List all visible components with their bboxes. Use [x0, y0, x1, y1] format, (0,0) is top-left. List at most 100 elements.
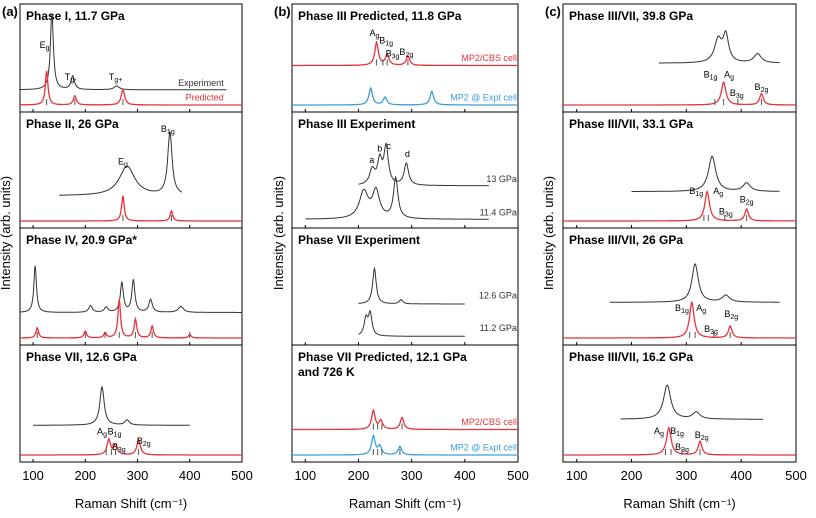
mode-label-sub: 3g: [681, 447, 689, 454]
x-tick-label: 300: [676, 468, 698, 483]
series-label: MP2/CBS cell: [461, 53, 517, 63]
chart-column-b: (b) Intensity (arb. units) Phase III Predi…: [271, 3, 529, 511]
mode-label-sub: g: [660, 431, 664, 438]
panel-title: Phase VII, 12.6 GPa: [26, 350, 137, 364]
x-axis-label: Raman Shift (cm⁻¹): [75, 496, 187, 511]
x-tick-label: 500: [231, 468, 253, 483]
chart-column-c: (c) Intensity (arb. units) Phase III/VII, …: [541, 3, 807, 511]
series-mp2-cbs-cell: [292, 40, 518, 67]
mode-label: B2g: [695, 430, 709, 442]
mode-label: B1g: [670, 426, 684, 438]
panel-title: Phase III Experiment: [298, 117, 415, 131]
panel-title: Phase I, 11.7 GPa: [26, 9, 125, 23]
series-predicted: [20, 70, 242, 106]
mode-label: Tg-: [65, 72, 77, 84]
panel-frame: [19, 344, 243, 463]
series-experiment: [620, 384, 764, 420]
panel-b-3: Phase VII Experiment 12.6 GPa 11.2 GPa: [291, 227, 519, 346]
series-experiment: [19, 265, 242, 313]
mode-label: a: [369, 155, 374, 165]
series-11-2-gpa: [358, 309, 465, 337]
series-mp2-expt-cell: [292, 433, 518, 456]
mode-label-sub: g: [702, 308, 706, 315]
mode-label-sub: g+: [114, 77, 122, 84]
panel-a-3: Phase IV, 20.9 GPa*: [19, 227, 243, 346]
mode-label-sub: 2g: [701, 435, 709, 442]
x-tick-label: 400: [179, 468, 201, 483]
panel-frame: [562, 344, 797, 463]
series-predicted: [563, 426, 796, 456]
mode-label: B1g: [675, 303, 689, 315]
mode-label-sub: 3g: [118, 447, 126, 454]
x-tick-label: 400: [730, 468, 752, 483]
panel-title: Phase III/VII, 33.1 GPa: [569, 117, 693, 131]
series-experiment: [658, 30, 780, 64]
x-tick-label: 200: [348, 468, 370, 483]
panel-title: Phase VII Experiment: [298, 233, 420, 247]
mode-label-sub: g: [46, 45, 50, 52]
series-predicted: [563, 300, 796, 339]
x-tick-label: 500: [507, 468, 529, 483]
mode-label: B3g: [704, 324, 718, 336]
mode-label: B3g: [386, 48, 400, 60]
x-axis-label: Raman Shift (cm⁻¹): [349, 496, 461, 511]
series-11-4-gpa: [305, 175, 489, 220]
mode-label-sub: g: [730, 75, 734, 82]
mode-label: Ag: [654, 426, 664, 438]
series-experiment: [59, 131, 183, 196]
series-label: 11.2 GPa: [480, 323, 517, 333]
mode-label-sub: g: [719, 191, 723, 198]
y-axis-label: Intensity (arb. units): [0, 176, 13, 290]
mode-label: B2g: [724, 309, 738, 321]
panel-c-2: Phase III/VII, 33.1 GPa B1g Ag B3g B2g: [562, 111, 797, 229]
series-predicted: [20, 195, 242, 222]
mode-label: Eg: [40, 40, 50, 52]
mode-label-sub: 2g: [746, 200, 754, 207]
x-tick-label: 300: [127, 468, 149, 483]
mode-label: Ag: [724, 70, 734, 82]
series-label: Experiment: [178, 78, 224, 88]
series-label: Predicted: [186, 92, 224, 102]
series-experiment: [33, 385, 190, 426]
panel-title: Phase IV, 20.9 GPa*: [26, 233, 137, 247]
panel-title: Phase III/VII, 26 GPa: [569, 233, 683, 247]
mode-label-sub: 2g: [730, 314, 738, 321]
mode-label-sub: 3g: [392, 53, 400, 60]
mode-label-sub: 1g: [710, 75, 718, 82]
series-mp2-expt-cell: [292, 86, 518, 106]
mode-label: B2g: [755, 82, 769, 94]
mode-label-sub: 3g: [736, 93, 744, 100]
mode-label-sub: 2g: [405, 52, 413, 59]
mode-label: b: [377, 143, 382, 153]
mode-label: Eg: [118, 157, 128, 169]
panel-a-4: Phase VII, 12.6 GPa Ag B1g B3g B2g: [19, 344, 243, 463]
panel-frame: [291, 344, 519, 463]
series-label: 13 GPa: [486, 174, 517, 184]
mode-label-sub: 1g: [167, 129, 175, 136]
panel-title: Phase III Predicted, 11.8 GPa: [298, 9, 462, 23]
column-label: (c): [545, 4, 561, 19]
series-mp2-cbs-cell: [292, 408, 518, 431]
x-tick-label: 300: [401, 468, 423, 483]
y-axis-label: Intensity (arb. units): [541, 176, 556, 290]
x-tick-label: 200: [74, 468, 96, 483]
mode-label-sub: 1g: [676, 431, 684, 438]
mode-label: Ag: [696, 303, 706, 315]
chart-column-a: (a) Intensity (arb. units) Phase I, 11.7 G…: [0, 3, 253, 511]
x-tick-label: 100: [566, 468, 588, 483]
mode-label: B1g: [161, 124, 175, 136]
column-label: (a): [2, 4, 18, 19]
mode-label: B3g: [719, 206, 733, 218]
mode-label: Ag: [369, 28, 379, 40]
panel-title: Phase III/VII, 16.2 GPa: [569, 350, 693, 364]
series-experiment: [609, 263, 780, 303]
series-predicted: [563, 190, 796, 222]
mode-label-sub: 2g: [143, 441, 151, 448]
mode-label: d: [405, 149, 410, 159]
mode-label-sub: 1g: [385, 40, 393, 47]
y-axis-label: Intensity (arb. units): [271, 176, 286, 290]
mode-label-sub: g: [375, 33, 379, 40]
mode-label: Ag: [713, 186, 723, 198]
